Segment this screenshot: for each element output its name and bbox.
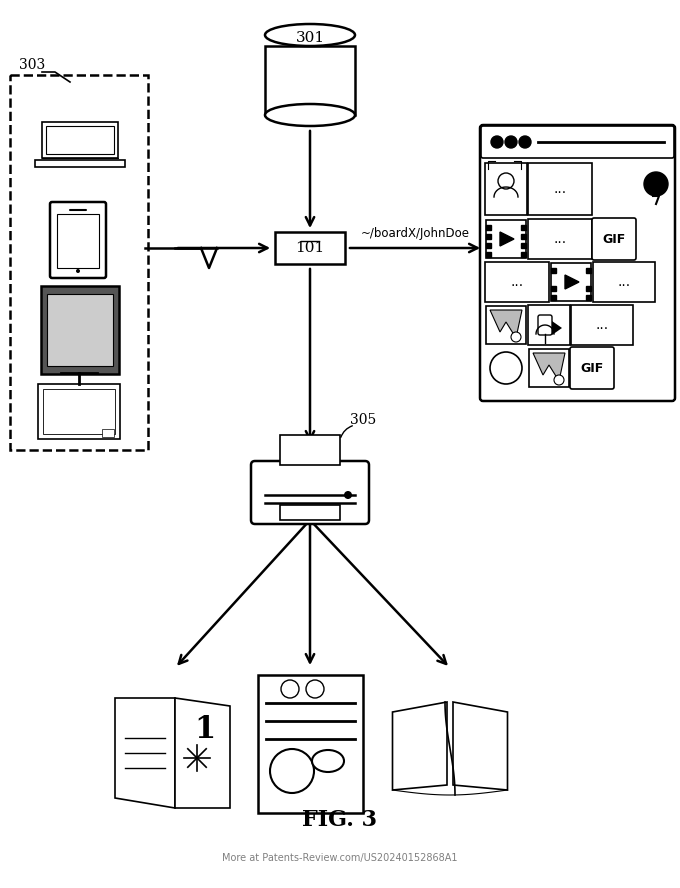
FancyBboxPatch shape	[529, 349, 569, 387]
FancyBboxPatch shape	[46, 126, 114, 155]
Circle shape	[306, 680, 324, 698]
Text: ...: ...	[511, 275, 524, 289]
Ellipse shape	[312, 750, 344, 772]
FancyBboxPatch shape	[57, 354, 101, 364]
Text: ~/boardX/JohnDoe: ~/boardX/JohnDoe	[360, 226, 469, 240]
FancyBboxPatch shape	[528, 163, 592, 215]
FancyBboxPatch shape	[486, 243, 491, 248]
Text: GIF: GIF	[580, 361, 604, 375]
Circle shape	[644, 172, 668, 196]
Polygon shape	[175, 698, 230, 808]
Polygon shape	[265, 46, 355, 115]
FancyBboxPatch shape	[486, 220, 526, 258]
FancyBboxPatch shape	[593, 262, 655, 302]
FancyBboxPatch shape	[551, 295, 556, 300]
FancyBboxPatch shape	[43, 390, 115, 434]
FancyBboxPatch shape	[275, 232, 345, 264]
Polygon shape	[392, 702, 447, 790]
FancyBboxPatch shape	[571, 305, 633, 345]
FancyBboxPatch shape	[280, 435, 340, 465]
Text: GIF: GIF	[602, 233, 626, 245]
Circle shape	[519, 136, 531, 148]
FancyBboxPatch shape	[521, 252, 526, 257]
FancyBboxPatch shape	[35, 160, 125, 167]
Polygon shape	[500, 232, 514, 246]
Text: 303: 303	[19, 58, 45, 72]
Ellipse shape	[265, 104, 355, 126]
Text: ...: ...	[554, 232, 566, 246]
Circle shape	[554, 375, 564, 385]
FancyBboxPatch shape	[41, 286, 119, 374]
Polygon shape	[552, 321, 562, 335]
FancyBboxPatch shape	[480, 125, 675, 401]
FancyBboxPatch shape	[521, 234, 526, 239]
Polygon shape	[115, 698, 175, 808]
FancyBboxPatch shape	[528, 305, 570, 345]
FancyBboxPatch shape	[486, 234, 491, 239]
FancyBboxPatch shape	[251, 461, 369, 524]
FancyBboxPatch shape	[50, 202, 106, 278]
Circle shape	[281, 680, 299, 698]
Text: FIG. 3: FIG. 3	[303, 809, 377, 831]
FancyBboxPatch shape	[486, 252, 491, 257]
FancyBboxPatch shape	[38, 385, 120, 440]
FancyBboxPatch shape	[485, 262, 549, 302]
FancyBboxPatch shape	[538, 315, 552, 335]
Circle shape	[490, 352, 522, 384]
FancyBboxPatch shape	[570, 347, 614, 389]
FancyBboxPatch shape	[57, 214, 99, 268]
FancyBboxPatch shape	[486, 225, 491, 230]
FancyBboxPatch shape	[551, 263, 591, 301]
Circle shape	[270, 749, 314, 793]
Polygon shape	[533, 353, 565, 381]
FancyBboxPatch shape	[592, 218, 636, 260]
FancyBboxPatch shape	[586, 268, 591, 273]
FancyBboxPatch shape	[481, 126, 674, 158]
Text: 305: 305	[350, 413, 376, 427]
FancyBboxPatch shape	[551, 268, 556, 273]
FancyBboxPatch shape	[521, 225, 526, 230]
Circle shape	[498, 173, 514, 189]
Circle shape	[76, 269, 80, 273]
FancyBboxPatch shape	[528, 219, 592, 259]
FancyBboxPatch shape	[486, 306, 526, 344]
Circle shape	[505, 136, 517, 148]
FancyBboxPatch shape	[280, 505, 340, 520]
FancyBboxPatch shape	[551, 286, 556, 291]
Text: 1: 1	[194, 715, 216, 746]
Text: 301: 301	[295, 31, 324, 45]
Polygon shape	[453, 702, 507, 790]
FancyBboxPatch shape	[47, 294, 113, 366]
Text: More at Patents-Review.com/US20240152868A1: More at Patents-Review.com/US20240152868…	[222, 853, 458, 863]
FancyBboxPatch shape	[586, 286, 591, 291]
Text: 101: 101	[295, 241, 324, 255]
Text: ...: ...	[617, 275, 630, 289]
Text: ...: ...	[554, 182, 566, 196]
Circle shape	[491, 136, 503, 148]
FancyBboxPatch shape	[258, 675, 362, 813]
Circle shape	[511, 332, 521, 342]
FancyBboxPatch shape	[485, 163, 527, 215]
FancyBboxPatch shape	[586, 295, 591, 300]
Ellipse shape	[265, 24, 355, 46]
FancyBboxPatch shape	[41, 123, 118, 158]
FancyBboxPatch shape	[102, 430, 114, 438]
Polygon shape	[565, 275, 579, 289]
Polygon shape	[490, 310, 522, 338]
Text: ...: ...	[596, 318, 609, 332]
FancyBboxPatch shape	[521, 243, 526, 248]
Circle shape	[344, 491, 352, 499]
